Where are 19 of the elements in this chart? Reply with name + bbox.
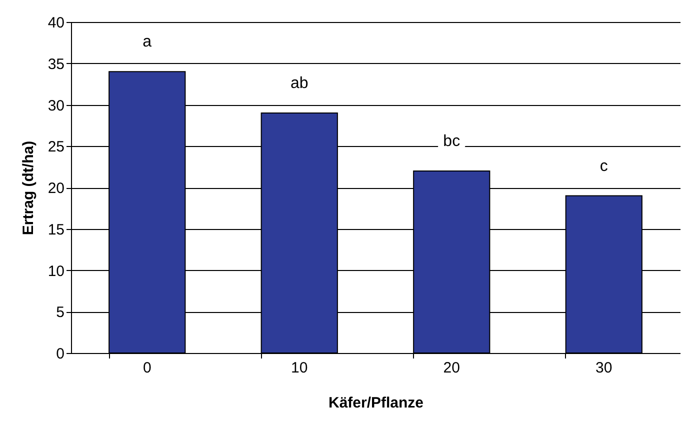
y-tick-label: 15 <box>48 221 64 238</box>
x-tick-label: 30 <box>596 360 612 376</box>
y-tick-label: 0 <box>56 346 64 362</box>
y-tick-label: 30 <box>48 97 64 114</box>
x-axis-title: Käfer/Pflanze <box>328 394 424 412</box>
annotation: bc <box>443 132 460 150</box>
y-axis-title: Ertrag (dt/ha) <box>20 140 37 236</box>
x-tick-label: 0 <box>142 360 152 376</box>
y-tick-label: 5 <box>56 304 64 322</box>
x-tick-label: 20 <box>443 360 460 376</box>
annotation: ab <box>290 75 308 92</box>
y-tick-label: 35 <box>48 56 64 73</box>
y-tick-label: 10 <box>48 262 64 280</box>
y-tick-label: 40 <box>48 14 64 32</box>
y-tick-label: 25 <box>48 138 64 156</box>
annotation: a <box>142 34 152 51</box>
annotation: c <box>600 158 608 175</box>
y-tick-label: 20 <box>48 180 64 197</box>
x-tick-label: 10 <box>291 360 308 376</box>
